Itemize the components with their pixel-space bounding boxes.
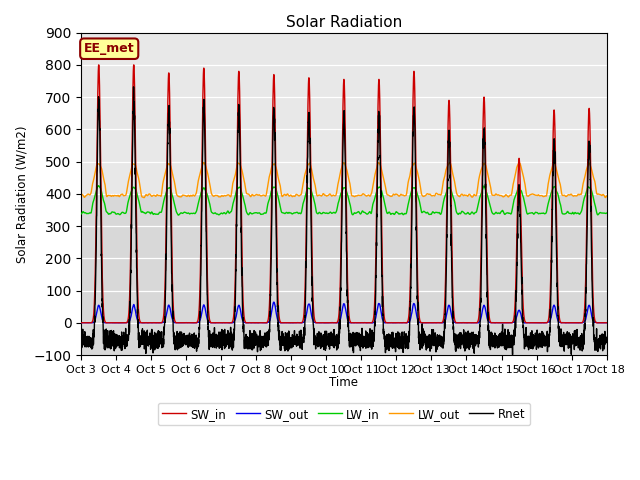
SW_in bbox=[603, 320, 611, 325]
SW_in bbox=[95, 62, 102, 68]
Rnet bbox=[602, 339, 610, 345]
Rnet bbox=[77, 339, 85, 345]
Line: SW_out: SW_out bbox=[81, 302, 607, 323]
Rnet bbox=[603, 337, 611, 343]
SW_out bbox=[270, 299, 278, 305]
LW_in bbox=[462, 211, 470, 217]
Rnet bbox=[492, 341, 499, 347]
LW_in bbox=[172, 207, 180, 213]
Rnet bbox=[433, 336, 440, 342]
LW_out bbox=[603, 193, 611, 199]
Line: LW_out: LW_out bbox=[81, 162, 607, 198]
SW_out bbox=[520, 320, 528, 326]
Line: Rnet: Rnet bbox=[81, 87, 607, 355]
SW_out bbox=[461, 320, 469, 325]
LW_in bbox=[602, 210, 610, 216]
SW_out bbox=[433, 320, 440, 325]
LW_out bbox=[602, 194, 610, 200]
Text: EE_met: EE_met bbox=[84, 42, 134, 55]
SW_in bbox=[492, 320, 499, 325]
Line: LW_in: LW_in bbox=[81, 186, 607, 215]
LW_in bbox=[77, 211, 85, 216]
SW_in bbox=[433, 320, 440, 325]
SW_out bbox=[172, 320, 179, 325]
LW_out bbox=[172, 188, 180, 193]
SW_in bbox=[172, 320, 180, 325]
LW_out bbox=[324, 192, 332, 198]
Rnet bbox=[172, 339, 180, 345]
Rnet bbox=[509, 352, 516, 358]
SW_in bbox=[602, 320, 610, 325]
LW_out bbox=[433, 191, 440, 196]
SW_out bbox=[492, 320, 499, 326]
SW_in bbox=[324, 320, 332, 325]
Line: SW_in: SW_in bbox=[81, 65, 607, 323]
Rnet bbox=[461, 332, 469, 338]
LW_in bbox=[324, 211, 332, 216]
X-axis label: Time: Time bbox=[330, 376, 358, 389]
LW_in bbox=[433, 210, 440, 216]
Rnet bbox=[324, 337, 332, 343]
LW_out bbox=[140, 195, 148, 201]
LW_in bbox=[492, 210, 499, 216]
LW_in bbox=[95, 183, 102, 189]
SW_in bbox=[77, 320, 85, 325]
LW_out bbox=[446, 159, 454, 165]
SW_out bbox=[603, 320, 611, 325]
LW_in bbox=[603, 210, 611, 216]
LW_out bbox=[492, 192, 499, 197]
Bar bbox=[81, 33, 607, 194]
Title: Solar Radiation: Solar Radiation bbox=[286, 15, 402, 30]
SW_out bbox=[602, 320, 610, 325]
LW_in bbox=[175, 212, 182, 218]
Y-axis label: Solar Radiation (W/m2): Solar Radiation (W/m2) bbox=[15, 125, 28, 263]
LW_out bbox=[462, 192, 470, 198]
SW_in bbox=[461, 320, 469, 325]
LW_out bbox=[77, 192, 85, 197]
SW_out bbox=[324, 320, 332, 326]
Rnet bbox=[130, 84, 138, 90]
Legend: SW_in, SW_out, LW_in, LW_out, Rnet: SW_in, SW_out, LW_in, LW_out, Rnet bbox=[157, 403, 530, 425]
SW_out bbox=[77, 320, 85, 325]
